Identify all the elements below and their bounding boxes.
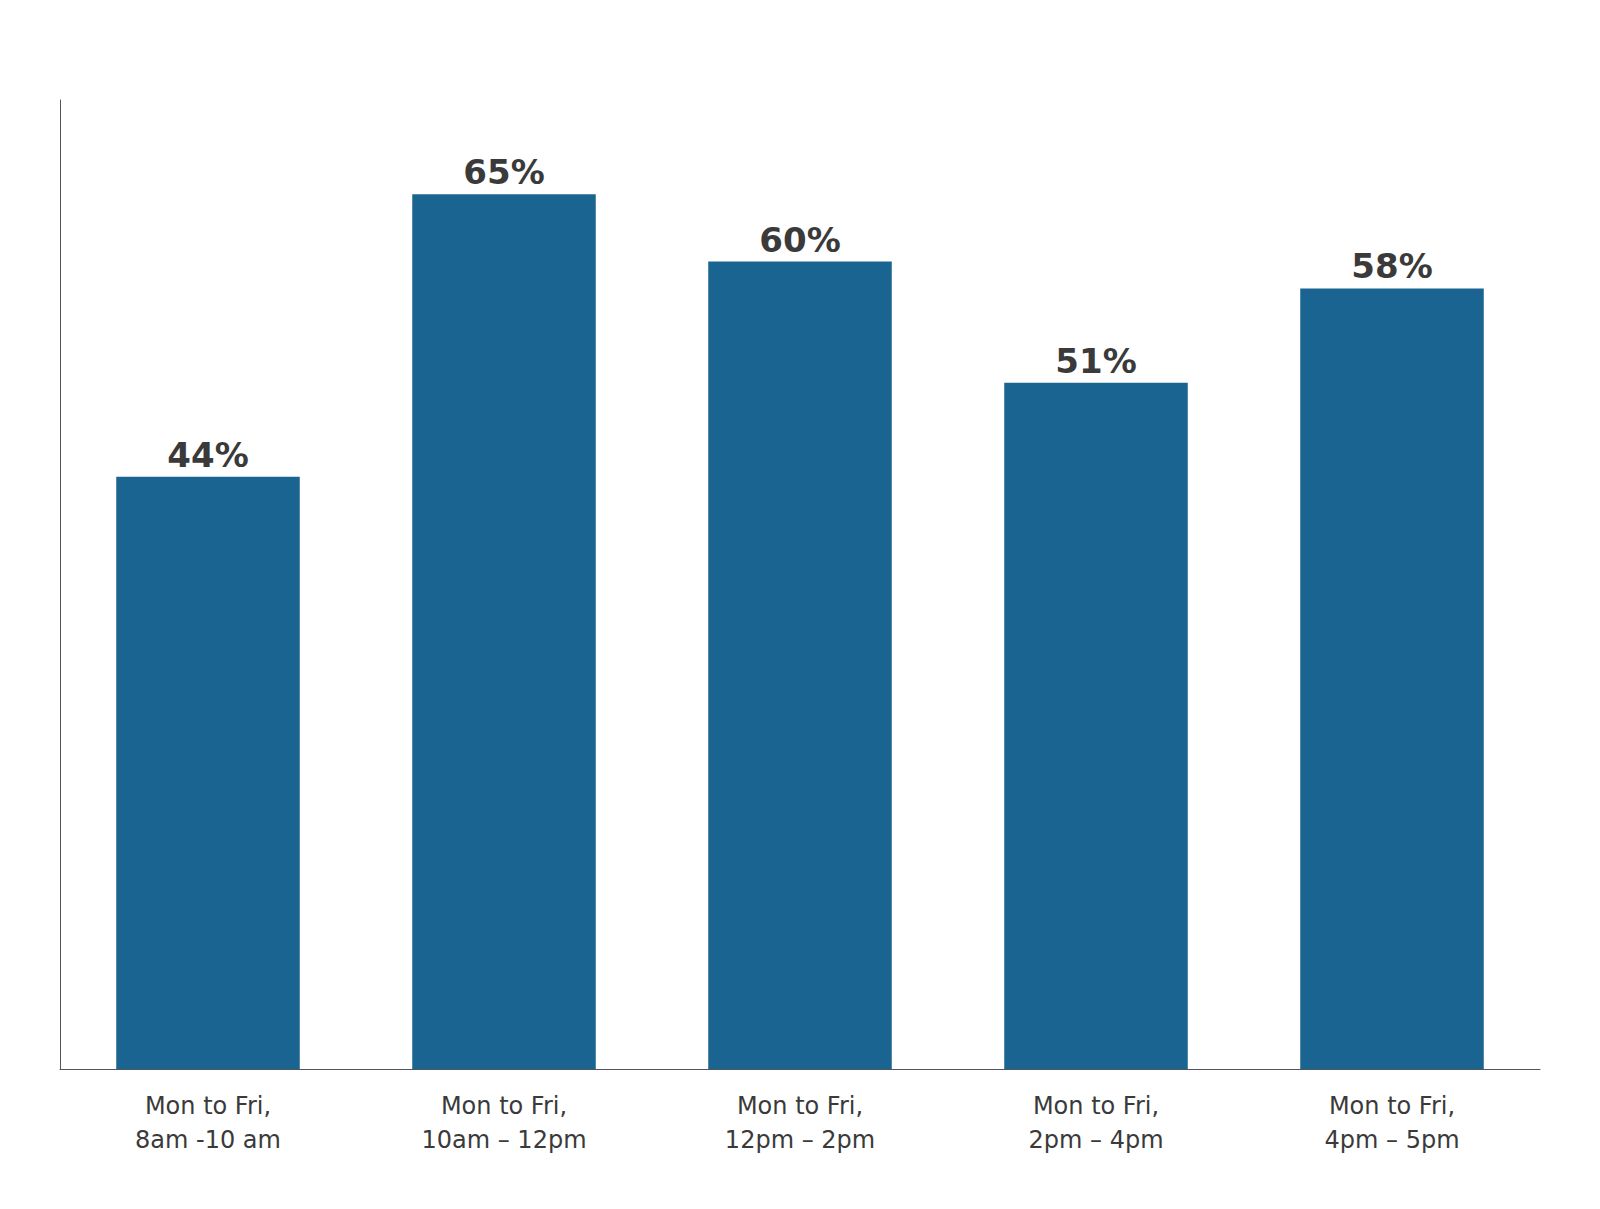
svg-text:Mon to Fri,: Mon to Fri, <box>441 1092 567 1120</box>
svg-text:65%: 65% <box>463 152 544 192</box>
svg-text:Mon to Fri,: Mon to Fri, <box>737 1092 863 1120</box>
svg-text:2pm – 4pm: 2pm – 4pm <box>1028 1126 1163 1154</box>
svg-text:10am – 12pm: 10am – 12pm <box>421 1126 586 1154</box>
svg-text:51%: 51% <box>1055 341 1136 381</box>
svg-text:4pm – 5pm: 4pm – 5pm <box>1324 1126 1459 1154</box>
svg-text:Mon to Fri,: Mon to Fri, <box>145 1092 271 1120</box>
svg-text:8am -10 am: 8am -10 am <box>135 1126 281 1154</box>
svg-text:44%: 44% <box>167 435 248 475</box>
svg-text:58%: 58% <box>1351 246 1432 286</box>
svg-text:Mon to Fri,: Mon to Fri, <box>1033 1092 1159 1120</box>
svg-text:60%: 60% <box>759 220 840 260</box>
svg-text:Mon to Fri,: Mon to Fri, <box>1329 1092 1455 1120</box>
svg-text:12pm – 2pm: 12pm – 2pm <box>725 1126 875 1154</box>
